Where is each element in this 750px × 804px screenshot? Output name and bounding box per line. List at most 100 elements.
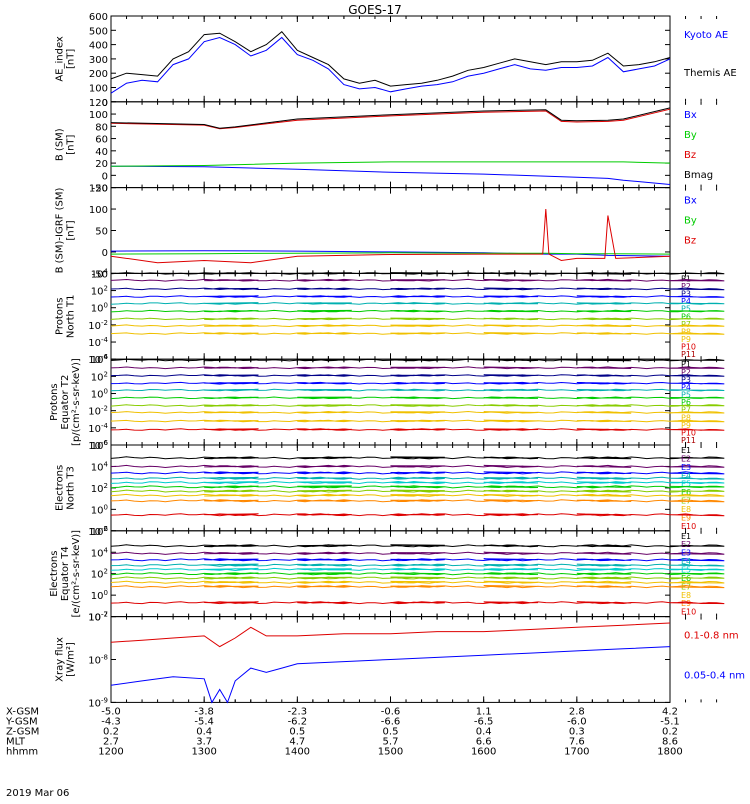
legend-bsm-Bx: Bx <box>684 110 697 121</box>
ylabel-protT2: [p/(cm²-s-sr-keV)] <box>71 358 82 446</box>
axis-rows: X-GSM -5.0 -3.8 -2.3 -0.6 1.1 2.8 4.2 Y-GSM -4.3 -… <box>5 706 683 757</box>
series-elecT3-E10 <box>110 513 725 517</box>
series-bigrf-By <box>110 252 671 255</box>
ytick-label: 150 <box>89 184 108 195</box>
series-elecT3-E9 <box>110 499 725 503</box>
ytick-label: 104 <box>91 546 109 559</box>
ylabel-protT1: Protons <box>55 298 66 335</box>
ytick-label: 600 <box>89 12 108 23</box>
panel-ae: 0 100 200 300 400 500 600 AE_index [nT] Kyoto AE T… <box>55 12 737 109</box>
series-elecT3-E7 <box>110 489 725 493</box>
axis-row-label: hhmm <box>6 746 38 757</box>
series-bsm-Bz <box>110 108 671 130</box>
axis-row-value: 2.8 <box>569 706 585 717</box>
series-bsm-By <box>110 161 671 167</box>
axis-row-value: 5.7 <box>383 736 399 747</box>
axis-row-value: -6.5 <box>474 716 494 727</box>
ylabel-elecT3: Electrons <box>55 465 66 511</box>
axis-row-value: 0.2 <box>103 726 119 737</box>
legend-protT2-P7: P7 <box>681 406 691 415</box>
axis-row-value: 7.6 <box>569 736 585 747</box>
axis-row-value: -6.2 <box>288 716 308 727</box>
ylabel-bigrf: [nT] <box>66 220 77 240</box>
legend-protT2-P3: P3 <box>681 375 691 384</box>
legend-protT1-P6: P6 <box>681 312 691 321</box>
legend-protT2-P6: P6 <box>681 398 691 407</box>
axis-row-value: 0.5 <box>289 726 305 737</box>
series-elecT4-E1 <box>110 544 725 548</box>
series-bsm-Bmag <box>110 107 671 129</box>
legend-protT2-P8: P8 <box>681 413 691 422</box>
ytick-label: 100 <box>91 503 108 516</box>
legend-elecT3-E3: E3 <box>681 463 691 472</box>
axis-row-value: 3.7 <box>196 736 212 747</box>
axis-row-value: -0.6 <box>381 706 401 717</box>
ytick-label: 102 <box>91 370 108 383</box>
axis-row-value: 4.7 <box>289 736 305 747</box>
ytick-label: 40 <box>95 147 108 158</box>
ylabel-elecT4: Equator T4 <box>60 546 71 601</box>
legend-elecT3-E6: E6 <box>681 488 691 497</box>
series-protT1-P7 <box>110 317 725 321</box>
legend-ae-Themis-AE: Themis AE <box>683 68 737 79</box>
ylabel-ae: [nT] <box>66 49 77 69</box>
ytick-label: 100 <box>89 110 108 121</box>
axis-row-value: 4.2 <box>662 706 678 717</box>
axis-row-value: 0.2 <box>662 726 678 737</box>
series-protT1-P5 <box>110 302 725 305</box>
axis-row-value: -3.8 <box>194 706 214 717</box>
ytick-label: 500 <box>89 26 108 37</box>
ytick-label: -50 <box>92 269 108 280</box>
axis-row-value: 1300 <box>191 746 216 757</box>
ytick-label: 0 <box>102 171 108 182</box>
axis-row-value: -4.3 <box>101 716 121 727</box>
axis-row-value: -6.6 <box>381 716 401 727</box>
legend-protT1-P10: P10 <box>681 343 696 352</box>
series-protT2-P4 <box>110 381 725 385</box>
ytick-label: 104 <box>91 353 109 366</box>
ytick-label: 100 <box>89 205 108 216</box>
axis-row-label: Y-GSM <box>5 716 38 727</box>
legend-elecT4-E8: E8 <box>681 591 691 600</box>
legend-protT2-P4: P4 <box>681 383 691 392</box>
series-elecT3-E1 <box>110 456 725 460</box>
legend-protT2-P5: P5 <box>681 391 691 400</box>
series-elecT3-E2 <box>110 464 725 469</box>
legend-bsm-Bmag: Bmag <box>684 170 713 181</box>
ytick-label: 100 <box>91 302 108 315</box>
legend-elecT3-E4: E4 <box>681 471 691 480</box>
ylabel-elecT3: North T3 <box>66 466 77 510</box>
legend-xray-0-1-0-8-nm: 0.1-0.8 nm <box>684 631 739 642</box>
series-elecT4-E6 <box>110 572 725 576</box>
series-elecT4-E5 <box>110 567 725 572</box>
axis-row-value: -6.0 <box>567 716 587 727</box>
legend-protT2-P11: P11 <box>681 436 696 445</box>
ylabel-protT1: North T1 <box>66 294 77 338</box>
axis-row-value: 1500 <box>378 746 403 757</box>
legend-protT1-P5: P5 <box>681 305 691 314</box>
legend-elecT3-E8: E8 <box>681 505 691 514</box>
legend-elecT4-E3: E3 <box>681 549 691 558</box>
ytick-label: 102 <box>91 568 108 581</box>
axis-row-value: 1600 <box>471 746 496 757</box>
legend-bigrf-Bx: Bx <box>684 196 697 207</box>
axis-row-value: 1800 <box>657 746 682 757</box>
ytick-label: 106 <box>91 439 109 452</box>
ytick-label: 0 <box>102 98 108 109</box>
legend-protT1-P4: P4 <box>681 297 691 306</box>
axis-row-value: 0.4 <box>476 726 492 737</box>
series-protT1-P3 <box>110 287 725 291</box>
axis-row-value: -2.3 <box>288 706 308 717</box>
series-elecT4-E2 <box>110 551 725 555</box>
series-elecT4-E4 <box>110 563 725 567</box>
legend-xray-0-05-0-4-nm: 0.05-0.4 nm <box>684 671 745 682</box>
legend-elecT3-E1: E1 <box>681 446 691 455</box>
ylabel-protT2: Protons <box>49 383 60 420</box>
series-elecT3-E8 <box>110 493 725 498</box>
legend-elecT4-E4: E4 <box>681 557 691 566</box>
ytick-label: 80 <box>95 122 108 133</box>
series-protT2-P3 <box>110 374 725 377</box>
